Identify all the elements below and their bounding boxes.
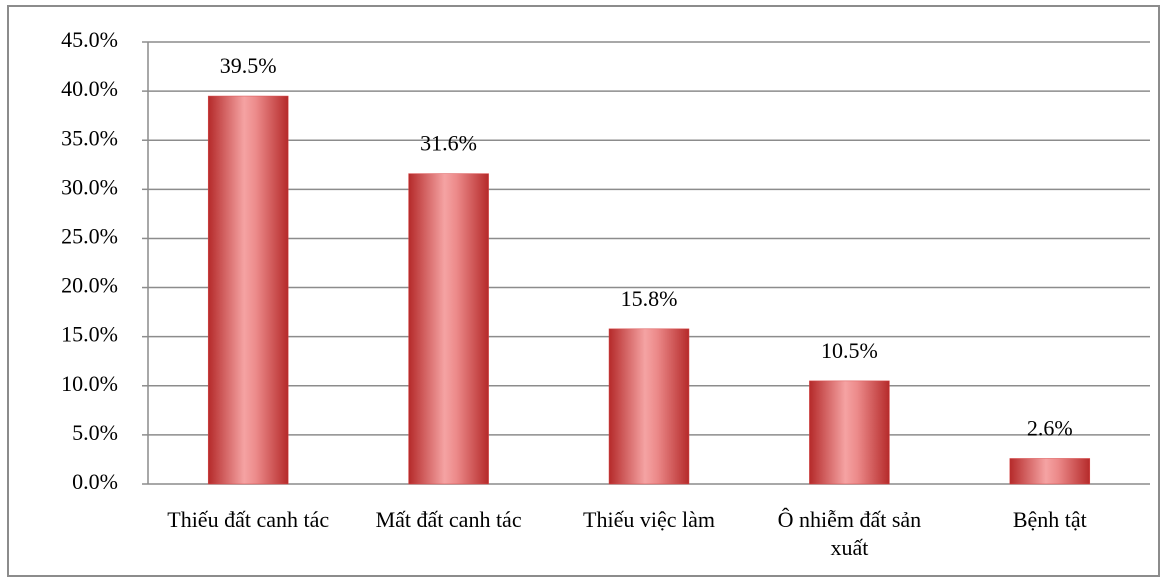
data-label: 39.5% <box>220 53 277 78</box>
y-tick-label: 30.0% <box>61 174 118 199</box>
chart-border <box>7 5 1160 577</box>
y-tick-label: 20.0% <box>61 273 118 298</box>
y-tick-label: 25.0% <box>61 223 118 248</box>
bar <box>1009 458 1091 485</box>
data-label: 31.6% <box>420 131 477 156</box>
bar <box>408 173 489 485</box>
y-tick-label: 0.0% <box>72 469 118 494</box>
x-tick-label: Thiếu đất canh tác <box>167 507 330 532</box>
x-tick-label: Bệnh tật <box>1012 507 1087 532</box>
y-tick-label: 15.0% <box>61 322 118 347</box>
bar <box>809 380 890 485</box>
y-tick-label: 5.0% <box>72 420 118 445</box>
data-label: 15.8% <box>621 286 678 311</box>
y-tick-label: 40.0% <box>61 76 118 101</box>
data-label: 2.6% <box>1027 416 1073 441</box>
x-tick-label: Thiếu việc làm <box>583 507 715 532</box>
y-tick-label: 45.0% <box>61 27 118 52</box>
bar <box>207 95 289 485</box>
bar <box>608 328 690 485</box>
data-label: 10.5% <box>821 338 878 363</box>
x-tick-label: Mất đất canh tác <box>375 507 522 532</box>
y-tick-label: 10.0% <box>61 371 118 396</box>
y-tick-label: 35.0% <box>61 125 118 150</box>
x-tick-label: Ô nhiễm đất sản xuất <box>777 507 922 560</box>
